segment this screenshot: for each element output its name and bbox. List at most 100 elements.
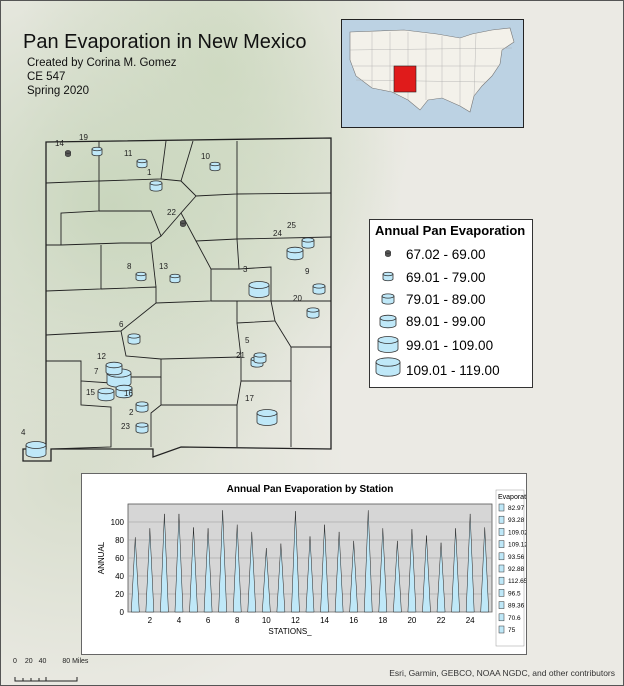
station-22-label: 22 [167,208,176,217]
station-6-label: 6 [119,320,124,329]
legend-symbol-3 [381,293,395,305]
station-11-label: 11 [124,149,133,158]
chart-legend-value: 93.56 [508,554,525,561]
station-17-label: 17 [245,394,254,403]
station-25-label: 25 [287,221,296,230]
station-13-label: 13 [159,262,168,271]
map-title: Pan Evaporation in New Mexico [23,31,307,53]
legend-class-5: 99.01 - 109.00 [406,338,494,353]
station-3-label: 3 [243,265,248,274]
station-16-label: 16 [124,389,133,398]
station-14-label: 14 [55,139,64,148]
scale-bar [14,677,78,682]
legend-symbol-1 [385,250,391,257]
legend-symbols [375,250,401,377]
station-12-symbol [105,361,123,376]
chart-bar-station-18 [378,528,388,613]
station-22-symbol [180,220,186,227]
chart-bar-station-24 [465,513,475,613]
new-mexico-highlight [393,65,417,93]
chart-legend-box [495,489,525,647]
chart-xtick-label: 2 [148,616,153,625]
station-21-label: 21 [236,351,245,360]
chart-bar-station-11 [276,543,286,613]
chart-xtick-label: 12 [291,616,300,625]
legend-class-4: 89.01 - 99.00 [406,314,486,329]
chart-legend-value: 109.12 [508,542,526,549]
legend-symbol-2 [382,271,394,282]
station-20-label: 20 [293,294,302,303]
chart-legend-swatch [498,576,505,585]
station-23-label: 23 [121,422,130,431]
legend-symbol-5 [377,336,399,353]
chart-legend-value: 92.88 [508,566,525,573]
station-9-label: 9 [305,267,310,276]
chart-ytick-label: 0 [120,608,125,617]
chart-legend-swatch [498,528,505,536]
credit-course: CE 547 [27,71,66,83]
chart-legend-value: 109.02 [508,529,526,536]
chart-legend-swatch [498,589,505,597]
station-24-label: 24 [273,229,282,238]
chart-xtick-label: 20 [407,616,416,625]
chart-legend-value: 112.65 [508,578,526,585]
legend-class-3: 79.01 - 89.00 [406,292,486,307]
us-locator-inset [341,19,524,128]
chart-legend-swatch [498,601,505,609]
chart-legend-swatch [498,503,505,512]
station-8-symbol [135,271,147,282]
chart-ytick-label: 80 [115,536,124,545]
scale-labels: 0 20 40 80 Miles [13,658,88,665]
chart-xtick-label: 24 [466,616,475,625]
chart-xtick-label: 18 [378,616,387,625]
map-legend: Annual Pan Evaporation 67.02 - 69.00 69.… [369,219,533,388]
station-2-label: 2 [129,408,134,417]
chart-bar-station-3 [160,513,169,613]
station-3-symbol [248,281,270,298]
station-4-label: 4 [21,428,26,437]
chart-legend-swatch [498,552,505,561]
station-14-symbol [65,150,71,157]
chart-bar-station-17 [363,510,373,613]
chart-y-axis-label: ANNUAL [97,541,106,574]
chart-ytick-label: 60 [115,554,124,563]
station-10-label: 10 [201,152,210,161]
chart-bar-station-21 [422,535,431,613]
new-mexico-outline [22,137,332,462]
credit-term: Spring 2020 [27,85,90,97]
attribution: Esri, Garmin, GEBCO, NOAA NGDC, and othe… [389,668,615,678]
chart-legend-swatch [498,564,505,573]
station-5-label: 5 [245,336,250,345]
chart-bar-station-4 [174,513,184,613]
chart-bar-station-1 [131,537,140,613]
us-outline [349,27,515,113]
station-15-label: 15 [86,388,95,397]
chart-legend-value: 75 [508,627,516,634]
chart-ytick-label: 20 [115,590,124,599]
station-2-symbol [135,401,149,413]
station-17-symbol [256,409,278,426]
county-boundaries [45,140,332,450]
station-19-symbol [91,146,103,157]
bar-chart-panel: Annual Pan Evaporation by Station 0 20 40 60… [81,473,547,655]
scale-label-40: 40 [38,658,47,665]
us-state-lines [349,32,513,106]
station-23-symbol [135,422,149,434]
chart-bar-station-12 [291,511,300,613]
chart-xtick-label: 22 [437,616,446,625]
chart-bar-station-13 [305,536,315,613]
chart-legend-swatch [498,613,505,622]
station-16-symbol [115,384,133,399]
chart-bar-station-5 [189,527,198,613]
chart-title: Annual Pan Evaporation by Station [227,484,394,495]
station-6-symbol [127,333,141,345]
chart-legend-value: 96.5 [508,590,521,597]
chart-bar-station-19 [393,540,402,613]
chart-legend-value: 89.36 [508,603,525,610]
us-locator-map [349,27,515,113]
station-1-label: 1 [147,168,152,177]
legend-class-1: 67.02 - 69.00 [406,247,486,262]
